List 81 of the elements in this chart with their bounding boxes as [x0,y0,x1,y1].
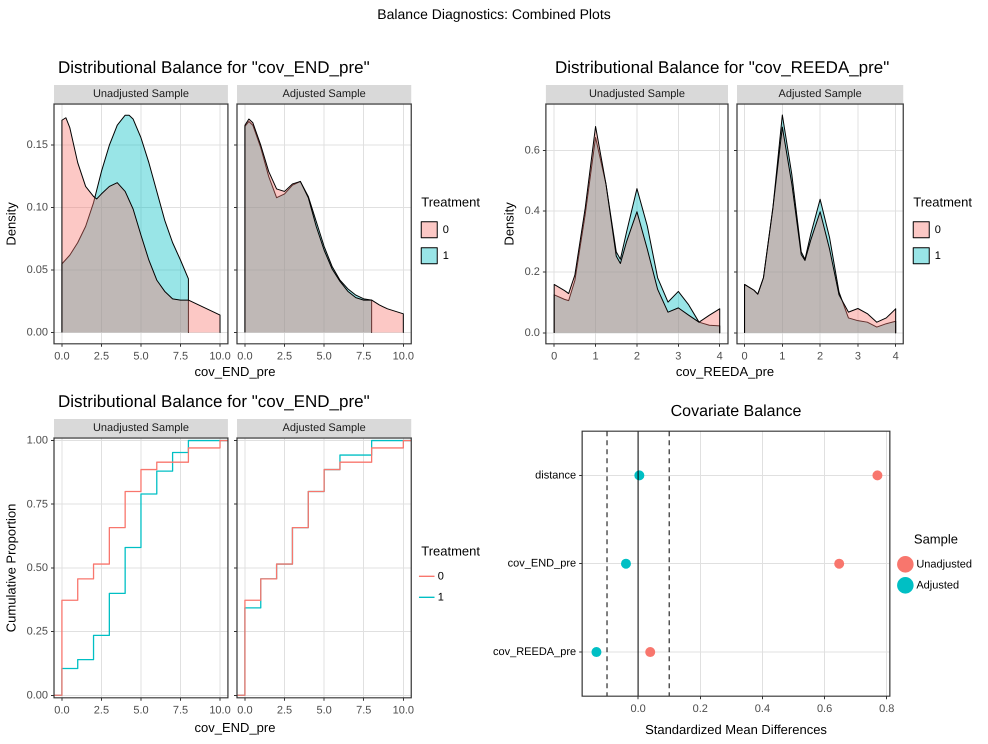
y-tick-label: 0.0 [524,326,540,339]
legend-label: 0 [438,570,444,582]
chart-title: Distributional Balance for "cov_REEDA_pre" [555,58,890,78]
x-tick-label: 0.0 [237,704,253,716]
x-tick-label: 2 [817,350,824,362]
legend-label: 0 [442,224,449,236]
x-tick-label: 2.5 [94,350,110,362]
legend-title: Treatment [421,543,480,558]
chart-subtitle: Adjusted Sample [282,422,366,434]
y-tick-label: 0.15 [26,139,48,152]
y-tick-label: 0.00 [26,326,48,339]
y-tick-label: cov_REEDA_pre [492,646,576,658]
x-tick-label: 2.5 [94,704,110,716]
x-tick-label: 1 [779,350,786,362]
legend-label: 1 [442,250,449,262]
x-tick-label: 1 [592,350,599,362]
chart-subtitle: Adjusted Sample [282,88,366,100]
y-tick-label: 0.6 [524,144,540,156]
x-tick-label: 0.8 [879,702,894,715]
y-tick-label: 0.10 [26,202,48,214]
y-axis-title: Density [501,202,516,246]
x-tick-label: 5.0 [316,350,332,362]
legend-title: Treatment [913,194,972,210]
chart-title: Distributional Balance for "cov_END_pre" [58,392,370,412]
x-tick-label: 0.0 [630,702,646,715]
legend-label: Unadjusted [916,558,972,570]
x-tick-label: 0.0 [237,350,253,362]
legend-label: 0 [934,224,941,236]
y-tick-label: 1.00 [26,434,48,447]
x-axis-title: cov_END_pre [194,720,276,735]
x-tick-label: 7.5 [356,704,372,716]
legend-title: Sample [914,531,958,546]
y-axis-title: Cumulative Proportion [3,504,18,632]
x-tick-label: 7.5 [172,350,188,362]
x-tick-label: 10.0 [209,350,231,362]
x-tick-label: 2.5 [276,350,292,362]
y-tick-label: 0.05 [26,264,48,276]
chart-subtitle: Unadjusted Sample [92,422,189,434]
y-tick-label: 0.00 [26,689,48,702]
x-tick-label: 4 [716,350,723,362]
y-tick-label: 0.75 [26,498,48,510]
x-axis-title: Standardized Mean Differences [645,722,828,737]
x-tick-label: 0.0 [54,350,70,362]
y-tick-label: 0.25 [26,626,48,638]
x-tick-label: 3 [675,350,682,362]
x-tick-label: 7.5 [356,350,372,362]
x-tick-label: 0 [551,350,558,362]
chart-title: Covariate Balance [670,403,802,420]
x-tick-label: 0.0 [54,704,70,716]
chart-subtitle: Unadjusted Sample [92,88,189,100]
chart-subtitle: Unadjusted Sample [588,88,685,100]
x-tick-label: 5.0 [316,704,332,716]
y-tick-label: 0.50 [26,562,48,574]
x-tick-label: 10.0 [209,704,231,716]
y-tick-label: distance [535,469,576,482]
x-tick-label: 2 [634,350,640,362]
text: Balance Diagnostics: Combined Plots [376,6,612,22]
x-tick-label: 3 [854,350,861,362]
x-tick-label: 5.0 [133,704,149,716]
x-tick-label: 0.4 [754,702,770,715]
y-tick-label: 0.2 [524,266,540,278]
legend-label: Adjusted [916,579,960,592]
x-tick-label: 0.6 [816,702,832,715]
x-tick-label: 7.5 [172,704,188,716]
x-tick-label: 0.2 [692,702,708,715]
x-tick-label: 2.5 [276,704,292,716]
y-axis-title: Density [3,202,18,246]
x-axis-title: cov_REEDA_pre [674,364,776,379]
legend-label: 1 [438,591,444,604]
x-tick-label: 10.0 [392,704,414,716]
chart-subtitle: Adjusted Sample [778,88,862,100]
legend-title: Treatment [421,194,480,210]
x-tick-label: 5.0 [133,350,149,362]
y-tick-label: cov_END_pre [508,558,576,570]
x-tick-label: 0 [741,350,748,362]
x-tick-label: 10.0 [392,350,414,362]
legend-label: 1 [934,250,941,262]
x-axis-title: cov_END_pre [194,364,276,379]
chart-title: Distributional Balance for "cov_END_pre" [58,58,370,78]
y-tick-label: 0.4 [524,205,540,218]
x-tick-label: 4 [892,350,899,362]
